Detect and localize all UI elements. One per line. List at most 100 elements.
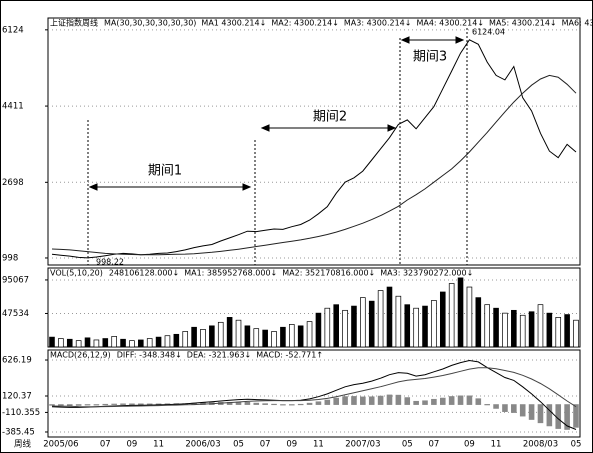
bar xyxy=(351,305,357,348)
bar xyxy=(129,340,135,348)
header-item: MACD: -52.771↑ xyxy=(256,351,323,360)
x-tick-label: 09 xyxy=(464,440,475,450)
header-item: MA4: 4300.214↓ xyxy=(416,19,484,28)
panel-title: 上证指数周线 xyxy=(50,18,98,28)
header-item: MA2: 352170816.000↓ xyxy=(282,269,375,278)
header-item: MA3: 323790272.000↓ xyxy=(380,269,473,278)
line xyxy=(51,74,577,256)
bar xyxy=(439,397,446,405)
bar xyxy=(537,304,544,348)
bar xyxy=(484,404,490,406)
bar xyxy=(351,396,357,405)
header-item: DIFF: -348.348↓ xyxy=(117,351,182,360)
header-item: DEA: -321.963↓ xyxy=(187,351,251,360)
bar xyxy=(502,404,508,412)
bar xyxy=(138,339,144,348)
bar xyxy=(93,339,100,348)
bar xyxy=(209,325,215,348)
header-item: MA3: 4300.214↓ xyxy=(344,19,412,28)
bar xyxy=(475,398,482,405)
y-tick-label: 120.37 xyxy=(2,391,32,401)
bar xyxy=(111,403,117,405)
bar xyxy=(573,319,579,348)
bar xyxy=(422,400,428,405)
bar xyxy=(386,394,393,405)
period-label: 期间3 xyxy=(413,50,447,65)
x-tick-label: 2006/03 xyxy=(185,440,220,450)
period-lines xyxy=(87,28,468,265)
bar xyxy=(253,328,260,348)
x-tick-label: 09 xyxy=(127,440,138,450)
bar xyxy=(519,314,526,348)
bar xyxy=(58,338,64,348)
y-tick-label: 95067 xyxy=(2,275,29,285)
bar xyxy=(102,338,109,348)
bar xyxy=(377,290,384,348)
bar xyxy=(271,403,277,406)
x-tick-label: 11 xyxy=(153,440,164,450)
bar xyxy=(146,403,153,405)
bar xyxy=(75,404,82,406)
bar xyxy=(146,338,153,348)
header-item: MA1 4300.214↓ xyxy=(201,19,266,28)
bar xyxy=(155,336,162,348)
x-tick-label: 11 xyxy=(313,440,324,450)
bar xyxy=(519,404,526,417)
header-item: MA5: 4300.214↓ xyxy=(489,19,557,28)
bar xyxy=(466,286,473,348)
bar xyxy=(431,300,437,348)
bar xyxy=(528,311,535,348)
y-tick-label: 4411 xyxy=(2,102,24,112)
bar xyxy=(422,305,428,348)
bar xyxy=(102,403,109,406)
header-item: MA1: 385952768.000↓ xyxy=(184,269,277,278)
bar xyxy=(511,404,517,413)
bar xyxy=(306,402,313,405)
bar xyxy=(404,397,411,405)
bar xyxy=(511,309,517,348)
bar xyxy=(262,329,268,348)
y-tick-label: 47534 xyxy=(2,309,29,319)
bar xyxy=(315,401,322,405)
bar xyxy=(413,307,419,348)
bar xyxy=(84,337,91,348)
y-tick-label: 998 xyxy=(2,253,18,263)
bar xyxy=(262,403,268,405)
header-item: MA2: 4300.214↓ xyxy=(271,19,339,28)
bar xyxy=(448,396,455,405)
bar xyxy=(66,404,73,406)
period-label: 期间1 xyxy=(148,164,182,179)
bar xyxy=(173,333,180,348)
bar xyxy=(395,394,402,405)
macd-panel xyxy=(47,349,581,438)
bar xyxy=(280,404,286,406)
bar xyxy=(546,404,553,427)
x-tick-label: 2007/03 xyxy=(345,440,380,450)
bar xyxy=(111,336,117,348)
bar xyxy=(377,395,384,405)
y-tick-label: 2698 xyxy=(2,178,24,188)
price-panel xyxy=(47,17,581,266)
bar xyxy=(528,404,535,420)
bar xyxy=(448,283,455,348)
bar xyxy=(49,336,55,348)
bar xyxy=(191,326,197,348)
bar xyxy=(49,404,55,406)
bar xyxy=(386,286,393,348)
bar xyxy=(289,324,295,348)
bar xyxy=(75,340,82,348)
bar xyxy=(297,325,304,348)
line xyxy=(51,359,577,430)
peak-label: 6124.04 xyxy=(472,28,505,37)
bar xyxy=(280,326,286,348)
bar xyxy=(457,277,464,348)
bar xyxy=(564,314,570,348)
bar xyxy=(546,312,553,348)
bar xyxy=(564,404,570,430)
x-tick-label: 11 xyxy=(491,440,502,450)
low-label: 998.22 xyxy=(96,258,124,267)
bar xyxy=(368,300,375,348)
x-tick-label: 07 xyxy=(260,440,271,450)
header-item: MA(30,30,30,30,30,30) xyxy=(104,19,196,28)
